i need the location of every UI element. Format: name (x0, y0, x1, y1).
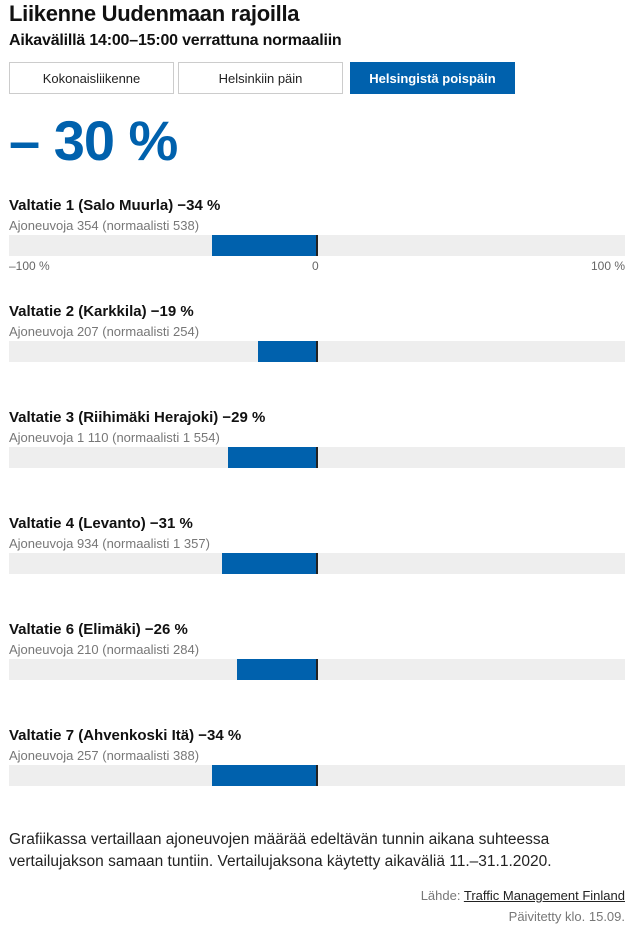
footnote: Grafiikassa vertaillaan ajoneuvojen määr… (9, 831, 552, 870)
road-vehicles: Ajoneuvoja 257 (normaalisti 388) (9, 748, 200, 763)
bar-track (9, 447, 625, 468)
source-label: Lähde: (420, 888, 461, 903)
source: Lähde: Traffic Management Finland Päivit… (421, 885, 625, 927)
bar (236, 659, 317, 680)
road-row: Valtatie 4 (Levanto) −31 % Ajoneuvoja 93… (9, 515, 625, 574)
road-row: Valtatie 7 (Ahvenkoski Itä) −34 % Ajoneu… (9, 727, 625, 786)
road-vehicles: Ajoneuvoja 207 (normaalisti 254) (9, 324, 200, 339)
page-title: Liikenne Uudenmaan rajoilla (9, 1, 300, 26)
tab-helsinkiin-pain[interactable]: Helsinkiin päin (178, 62, 343, 94)
road-title: Valtatie 1 (Salo Muurla) −34 % (9, 197, 221, 214)
road-title: Valtatie 6 (Elimäki) −26 % (9, 621, 188, 638)
bar-track (9, 341, 625, 362)
total-change: – 30 % (9, 109, 178, 172)
road-title: Valtatie 3 (Riihimäki Herajoki) −29 % (9, 409, 266, 426)
bar-track (9, 235, 625, 256)
bar (212, 235, 317, 256)
road-vehicles: Ajoneuvoja 1 110 (normaalisti 1 554) (9, 430, 220, 445)
zero-line (316, 553, 318, 574)
zero-line (316, 341, 318, 362)
bar-track (9, 659, 625, 680)
road-title: Valtatie 7 (Ahvenkoski Itä) −34 % (9, 727, 242, 744)
zero-line (316, 447, 318, 468)
zero-line (316, 235, 318, 256)
bar (221, 553, 317, 574)
road-vehicles: Ajoneuvoja 354 (normaalisti 538) (9, 218, 200, 233)
updated-time: Päivitetty klo. 15.09. (508, 909, 625, 924)
axis-zero-label: 0 (312, 259, 319, 273)
road-vehicles: Ajoneuvoja 210 (normaalisti 284) (9, 642, 200, 657)
tab-helsingista-poispain[interactable]: Helsingistä poispäin (350, 62, 515, 94)
zero-line (316, 765, 318, 786)
bar (227, 447, 317, 468)
bar-track (9, 765, 625, 786)
subtitle: Aikavälillä 14:00–15:00 verrattuna norma… (9, 32, 342, 49)
bar (212, 765, 317, 786)
road-row: Valtatie 2 (Karkkila) −19 % Ajoneuvoja 2… (9, 303, 625, 362)
axis-min-label: –100 % (9, 259, 50, 273)
tab-kokonaisliikenne[interactable]: Kokonaisliikenne (9, 62, 174, 94)
axis: –100 % 0 100 % (9, 259, 625, 275)
road-row: Valtatie 6 (Elimäki) −26 % Ajoneuvoja 21… (9, 621, 625, 680)
road-vehicles: Ajoneuvoja 934 (normaalisti 1 357) (9, 536, 210, 551)
bar (258, 341, 317, 362)
road-row: Valtatie 1 (Salo Muurla) −34 % Ajoneuvoj… (9, 197, 625, 275)
source-link[interactable]: Traffic Management Finland (463, 888, 625, 903)
zero-line (316, 659, 318, 680)
axis-max-label: 100 % (590, 259, 625, 273)
road-title: Valtatie 4 (Levanto) −31 % (9, 515, 193, 532)
road-row: Valtatie 3 (Riihimäki Herajoki) −29 % Aj… (9, 409, 625, 468)
road-title: Valtatie 2 (Karkkila) −19 % (9, 303, 194, 320)
bar-track (9, 553, 625, 574)
